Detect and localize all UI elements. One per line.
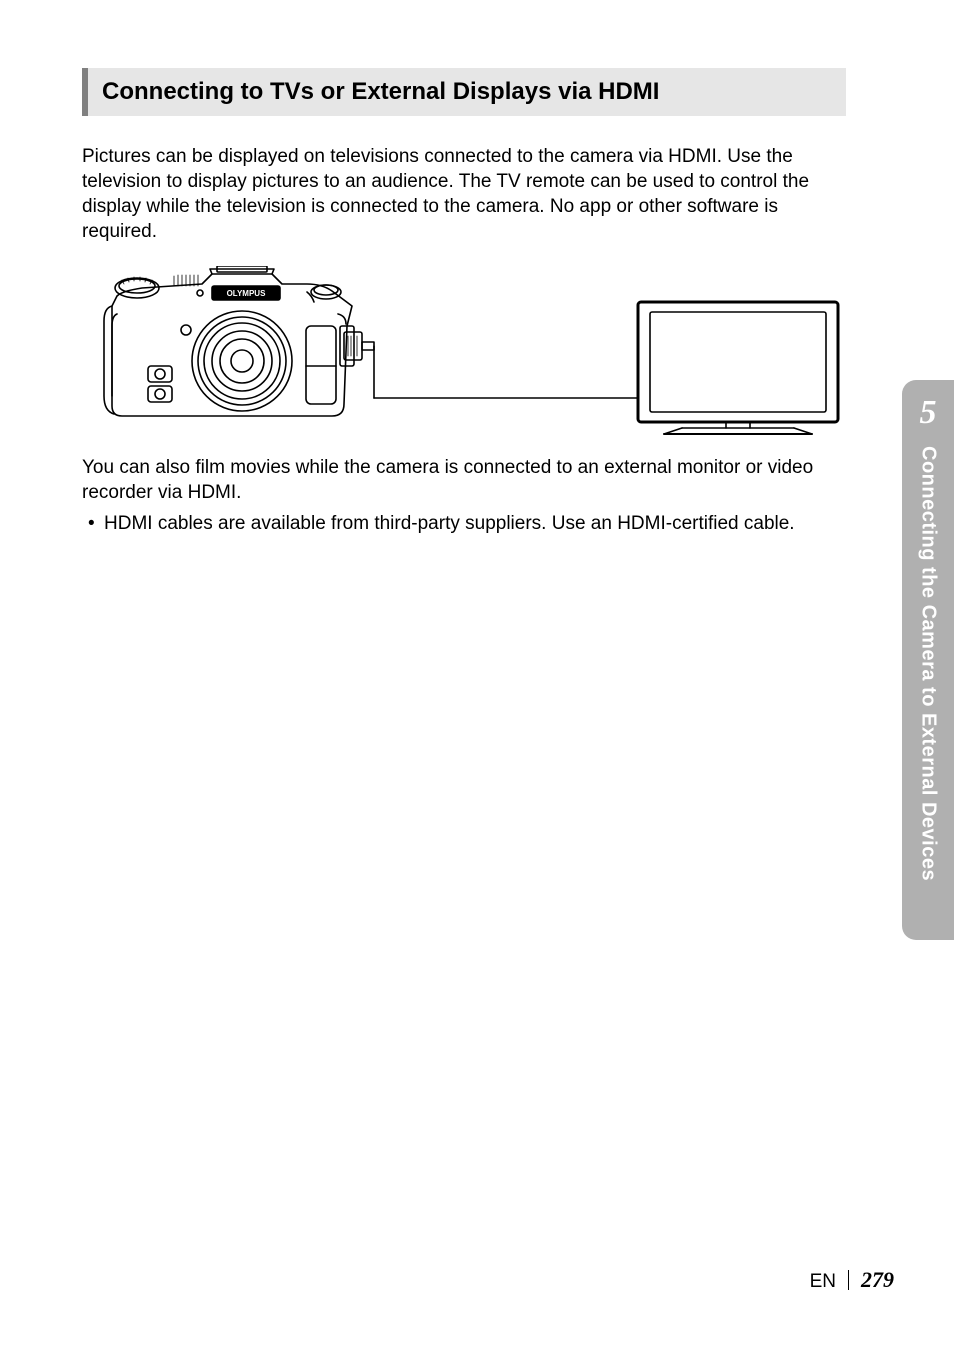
chapter-title: Connecting the Camera to External Device… (917, 446, 940, 881)
page-footer: EN 279 (810, 1267, 894, 1293)
bullet-item: HDMI cables are available from third-par… (82, 511, 846, 536)
camera-tv-illustration: OLYMPUS (82, 266, 846, 441)
camera-brand-text: OLYMPUS (227, 289, 266, 298)
secondary-paragraph: You can also film movies while the camer… (82, 455, 846, 505)
footer-divider (848, 1270, 849, 1290)
hdmi-diagram: OLYMPUS (82, 266, 846, 441)
page: Connecting to TVs or External Displays v… (0, 0, 954, 1357)
chapter-number: 5 (902, 394, 954, 432)
bullet-list: HDMI cables are available from third-par… (82, 511, 846, 536)
intro-paragraph: Pictures can be displayed on televisions… (82, 144, 846, 244)
footer-page-number: 279 (861, 1267, 894, 1293)
footer-language: EN (810, 1271, 836, 1293)
content-area: Connecting to TVs or External Displays v… (82, 68, 846, 537)
section-heading: Connecting to TVs or External Displays v… (82, 68, 846, 116)
chapter-tab: 5 Connecting the Camera to External Devi… (902, 380, 954, 940)
